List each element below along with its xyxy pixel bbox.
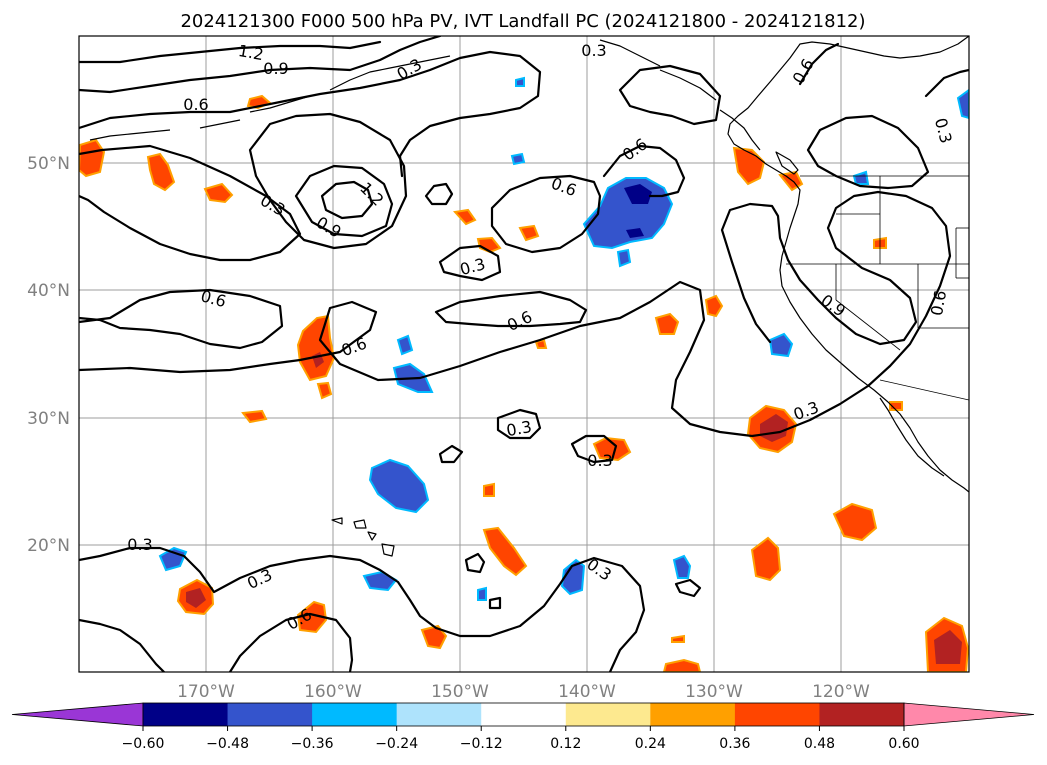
shaded-anomalies xyxy=(79,76,969,672)
negative-blob xyxy=(368,458,430,514)
colorbar-segment xyxy=(819,703,905,726)
lon-tick-label: 160°W xyxy=(304,682,362,702)
colorbar-segment xyxy=(734,703,820,726)
lon-tick-label: 150°W xyxy=(431,682,489,702)
positive-blob xyxy=(671,634,685,643)
lat-tick-label: 40°N xyxy=(27,281,70,301)
contour-label: 0.9 xyxy=(263,59,288,78)
colorbar-extend-low xyxy=(11,702,144,727)
colorbar: −0.60 −0.48 −0.36 −0.24 −0.12 0.12 0.24 0.36 0.4… xyxy=(11,702,1035,752)
colorbar-tick-label: 0.36 xyxy=(719,736,750,752)
colorbar-segment xyxy=(565,703,651,726)
graticule xyxy=(79,36,969,672)
contour-label: 0.3 xyxy=(581,41,606,60)
colorbar-segment xyxy=(650,703,736,726)
colorbar-tick-label: −0.48 xyxy=(206,736,249,752)
map-frame xyxy=(78,35,970,673)
negative-blob xyxy=(560,558,586,596)
colorbar-tick-label: −0.36 xyxy=(291,736,334,752)
positive-blob xyxy=(296,314,336,382)
lon-tick-label: 170°W xyxy=(177,682,235,702)
colorbar-tick-label: 0.24 xyxy=(635,736,666,752)
positive-blob xyxy=(832,502,878,542)
longitude-labels: 170°W 160°W 150°W 140°W 130°W 120°W xyxy=(177,682,870,702)
positive-blob xyxy=(518,224,540,242)
positive-blob xyxy=(316,381,333,400)
colorbar-tick-label: 0.12 xyxy=(550,736,581,752)
colorbar-tick-label: −0.24 xyxy=(375,736,418,752)
positive-blob xyxy=(750,536,782,582)
colorbar-segment xyxy=(227,703,313,726)
contour-label: 0.3 xyxy=(505,417,533,440)
positive-blob xyxy=(662,658,702,672)
positive-blob xyxy=(79,138,106,178)
map-panel xyxy=(79,36,969,672)
lon-tick-label: 130°W xyxy=(685,682,743,702)
colorbar-segment xyxy=(396,703,482,726)
positive-blob xyxy=(704,294,724,318)
colorbar-segment xyxy=(312,703,398,726)
colorbar-extend-high xyxy=(903,702,1035,727)
colorbar-tick-label: 0.60 xyxy=(888,736,919,752)
positive-blob xyxy=(483,482,495,497)
negative-blob xyxy=(852,170,870,185)
contour-label: 0.6 xyxy=(927,289,950,317)
negative-blob xyxy=(515,76,525,87)
positive-blob xyxy=(296,600,328,634)
negative-blob xyxy=(672,554,692,579)
negative-blob xyxy=(477,586,487,601)
negative-blob xyxy=(956,88,969,120)
positive-blob xyxy=(654,312,680,335)
colorbar-tick-label: −0.12 xyxy=(460,736,503,752)
colorbar-segment xyxy=(481,703,567,726)
positive-blob xyxy=(203,182,234,204)
lat-tick-label: 50°N xyxy=(27,154,70,174)
lon-tick-label: 140°W xyxy=(558,682,616,702)
lon-tick-label: 120°W xyxy=(812,682,870,702)
contour-label: 1.2 xyxy=(237,41,265,64)
contour-label: 0.6 xyxy=(183,95,208,114)
map-title: 2024121300 F000 500 hPa PV, IVT Landfall… xyxy=(180,11,865,32)
colorbar-tick-label: −0.60 xyxy=(122,736,165,752)
negative-blob xyxy=(396,334,414,356)
positive-blob xyxy=(482,526,528,577)
colorbar-segment xyxy=(143,703,229,726)
positive-blob xyxy=(452,208,477,226)
map-content: 1.2 0.9 0.6 0.3 1.2 0.9 0.3 0.6 0.6 0.3 … xyxy=(79,36,969,672)
lat-tick-label: 30°N xyxy=(27,409,70,429)
contour-label: 0.3 xyxy=(127,535,152,554)
pv-contours xyxy=(79,36,969,672)
positive-blob xyxy=(889,401,903,411)
negative-blob xyxy=(510,152,526,166)
lat-tick-label: 20°N xyxy=(27,536,70,556)
latitude-labels: 50°N 40°N 30°N 20°N xyxy=(27,154,70,556)
positive-blob xyxy=(241,409,268,424)
negative-blob xyxy=(768,332,794,358)
contour-label: 0.3 xyxy=(587,451,612,470)
colorbar-tick-label: 0.48 xyxy=(804,736,835,752)
positive-blob xyxy=(146,152,176,192)
negative-blob xyxy=(616,248,632,268)
political-borders xyxy=(786,175,969,401)
colorbar-frame xyxy=(142,702,905,727)
